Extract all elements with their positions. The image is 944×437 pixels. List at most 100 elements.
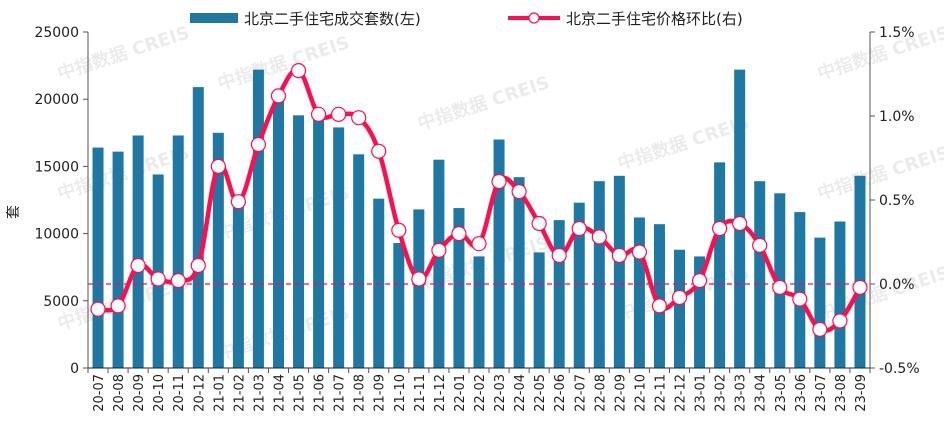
bar-23-02	[714, 162, 726, 368]
x-tick-label: 21-10	[393, 374, 408, 412]
point-22-03	[491, 173, 507, 190]
bar-23-04	[754, 181, 766, 368]
bar-22-01	[453, 208, 465, 368]
x-tick-label: 20-10	[152, 374, 167, 412]
point-23-07	[812, 321, 828, 337]
point-23-03	[732, 215, 748, 232]
x-tick-label: 23-08	[834, 374, 849, 412]
point-20-12	[190, 257, 206, 274]
x-tick-label: 21-07	[333, 374, 348, 412]
bar-21-10	[393, 243, 405, 368]
point-20-07	[90, 301, 106, 317]
x-tick-label: 22-05	[533, 374, 548, 412]
x-tick-label: 23-07	[814, 374, 829, 412]
watermark-text: 中指数据 CREIS	[815, 261, 944, 324]
bar-22-05	[533, 252, 545, 368]
bar-21-06	[313, 118, 325, 369]
x-tick-label: 21-12	[433, 374, 448, 412]
point-20-08	[110, 298, 126, 314]
point-21-08	[351, 110, 367, 126]
x-tick-label: 23-02	[714, 374, 729, 412]
point-21-04	[270, 88, 287, 104]
bar-20-12	[192, 87, 204, 368]
right-tick-label: 0.0%	[879, 277, 915, 293]
bar-21-04	[272, 100, 284, 368]
x-tick-label: 20-07	[92, 374, 107, 412]
left-tick-label: 20000	[34, 92, 79, 108]
point-21-12	[431, 242, 447, 258]
watermark-text: 中指数据 CREIS	[615, 111, 752, 174]
x-tick-label: 22-08	[593, 374, 608, 412]
bar-21-01	[212, 132, 224, 368]
point-22-09	[611, 247, 627, 264]
axes: 0 5000 10000 15000 20000 25000 -0.5% 0.0% 0.5% 1.…	[34, 25, 919, 412]
x-tick-label: 23-03	[734, 374, 749, 412]
left-tick-label: 10000	[34, 227, 79, 243]
bar-23-01	[694, 256, 706, 368]
x-tick-label: 21-09	[373, 374, 388, 412]
bar-20-07	[92, 147, 104, 368]
point-21-02	[230, 194, 246, 210]
point-22-11	[651, 298, 668, 314]
x-tick-label: 20-12	[192, 374, 207, 412]
x-tick-label: 23-04	[754, 374, 769, 412]
x-tick-label: 21-02	[232, 374, 247, 412]
x-tick-label: 21-05	[293, 374, 308, 412]
x-tick-label: 22-03	[493, 374, 508, 412]
bar-22-12	[674, 249, 686, 368]
bar-21-08	[353, 154, 365, 368]
x-tick-label: 20-11	[172, 374, 187, 412]
bar-21-09	[373, 198, 385, 368]
bar-20-09	[132, 135, 144, 368]
x-tick-label: 22-09	[613, 374, 628, 412]
point-21-11	[411, 271, 427, 287]
x-tick-label: 23-09	[854, 374, 869, 412]
bar-21-11	[413, 209, 425, 368]
point-23-06	[792, 291, 808, 307]
left-tick-label: 5000	[43, 294, 79, 310]
legend: 北京二手住宅成交套数(左) 北京二手住宅价格环比(右)	[190, 10, 743, 28]
point-22-10	[631, 244, 648, 260]
legend-bar-swatch	[190, 13, 238, 23]
bar-22-11	[653, 224, 665, 368]
point-21-09	[371, 143, 387, 159]
x-tick-label: 20-09	[132, 374, 147, 412]
x-tick-label: 21-11	[413, 374, 428, 412]
point-23-01	[691, 273, 708, 289]
x-tick-label: 22-11	[653, 374, 668, 412]
point-22-07	[571, 220, 587, 237]
point-21-05	[290, 63, 307, 79]
bar-22-02	[473, 256, 485, 368]
point-21-07	[331, 106, 347, 122]
point-20-09	[130, 257, 146, 274]
x-tick-label: 21-01	[212, 374, 227, 412]
bar-20-08	[112, 151, 124, 368]
y-axis-label: 套	[6, 205, 22, 219]
x-tick-label: 21-08	[353, 374, 368, 412]
right-tick-label: -0.5%	[879, 361, 920, 377]
point-23-05	[772, 279, 788, 295]
legend-line-marker	[528, 12, 540, 24]
right-tick-label: 0.5%	[879, 193, 915, 209]
left-tick-label: 25000	[34, 25, 79, 41]
legend-line-label: 北京二手住宅价格环比(右)	[566, 10, 743, 28]
point-20-10	[150, 271, 166, 287]
point-23-04	[752, 237, 768, 253]
right-tick-label: 1.0%	[879, 109, 915, 125]
line-series	[90, 63, 868, 337]
right-tick-label: 1.5%	[879, 25, 915, 41]
bar-20-11	[172, 135, 184, 368]
bar-22-03	[493, 139, 505, 368]
point-23-09	[852, 279, 868, 295]
point-22-12	[671, 289, 688, 306]
bar-21-12	[433, 159, 445, 368]
x-tick-label: 22-12	[674, 374, 689, 412]
bar-20-10	[152, 174, 164, 368]
point-21-01	[210, 158, 226, 174]
x-tick-label: 21-04	[272, 374, 287, 412]
point-22-08	[591, 229, 607, 245]
bar-23-07	[814, 237, 826, 368]
x-tick-label: 23-01	[694, 374, 709, 412]
